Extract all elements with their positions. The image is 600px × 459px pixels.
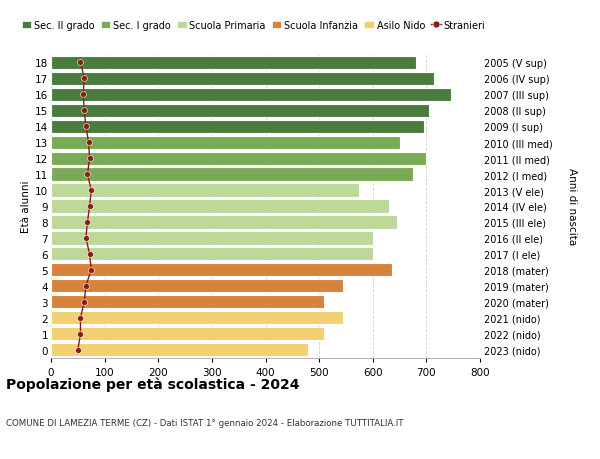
Bar bbox=[51, 264, 392, 277]
Point bbox=[79, 107, 89, 115]
Point bbox=[84, 139, 94, 146]
Bar bbox=[51, 232, 373, 245]
Point bbox=[85, 203, 94, 210]
Bar bbox=[51, 200, 389, 213]
Bar bbox=[51, 104, 429, 118]
Bar bbox=[51, 56, 416, 70]
Bar bbox=[51, 152, 427, 165]
Bar bbox=[51, 280, 343, 293]
Point bbox=[83, 171, 92, 179]
Point bbox=[85, 251, 94, 258]
Bar bbox=[51, 168, 413, 181]
Point bbox=[81, 123, 91, 130]
Bar bbox=[51, 136, 400, 149]
Bar bbox=[51, 73, 434, 85]
Point bbox=[86, 187, 96, 194]
Bar bbox=[51, 312, 343, 325]
Bar bbox=[51, 120, 424, 134]
Y-axis label: Età alunni: Età alunni bbox=[21, 180, 31, 233]
Text: Popolazione per età scolastica - 2024: Popolazione per età scolastica - 2024 bbox=[6, 376, 299, 391]
Point bbox=[85, 155, 94, 162]
Y-axis label: Anni di nascita: Anni di nascita bbox=[567, 168, 577, 245]
Point bbox=[81, 283, 91, 290]
Text: COMUNE DI LAMEZIA TERME (CZ) - Dati ISTAT 1° gennaio 2024 - Elaborazione TUTTITA: COMUNE DI LAMEZIA TERME (CZ) - Dati ISTA… bbox=[6, 418, 404, 427]
Bar bbox=[51, 296, 325, 309]
Point bbox=[79, 91, 88, 99]
Legend: Sec. II grado, Sec. I grado, Scuola Primaria, Scuola Infanzia, Asilo Nido, Stran: Sec. II grado, Sec. I grado, Scuola Prim… bbox=[22, 21, 485, 31]
Bar bbox=[51, 184, 359, 197]
Point bbox=[86, 267, 96, 274]
Point bbox=[79, 75, 89, 83]
Point bbox=[83, 219, 92, 226]
Bar bbox=[51, 248, 373, 261]
Point bbox=[76, 59, 85, 67]
Point bbox=[73, 347, 83, 354]
Point bbox=[81, 235, 91, 242]
Bar bbox=[51, 343, 308, 357]
Bar bbox=[51, 216, 397, 229]
Point bbox=[79, 298, 89, 306]
Point bbox=[76, 314, 85, 322]
Bar bbox=[51, 328, 325, 341]
Bar bbox=[51, 89, 451, 101]
Point bbox=[76, 330, 85, 338]
